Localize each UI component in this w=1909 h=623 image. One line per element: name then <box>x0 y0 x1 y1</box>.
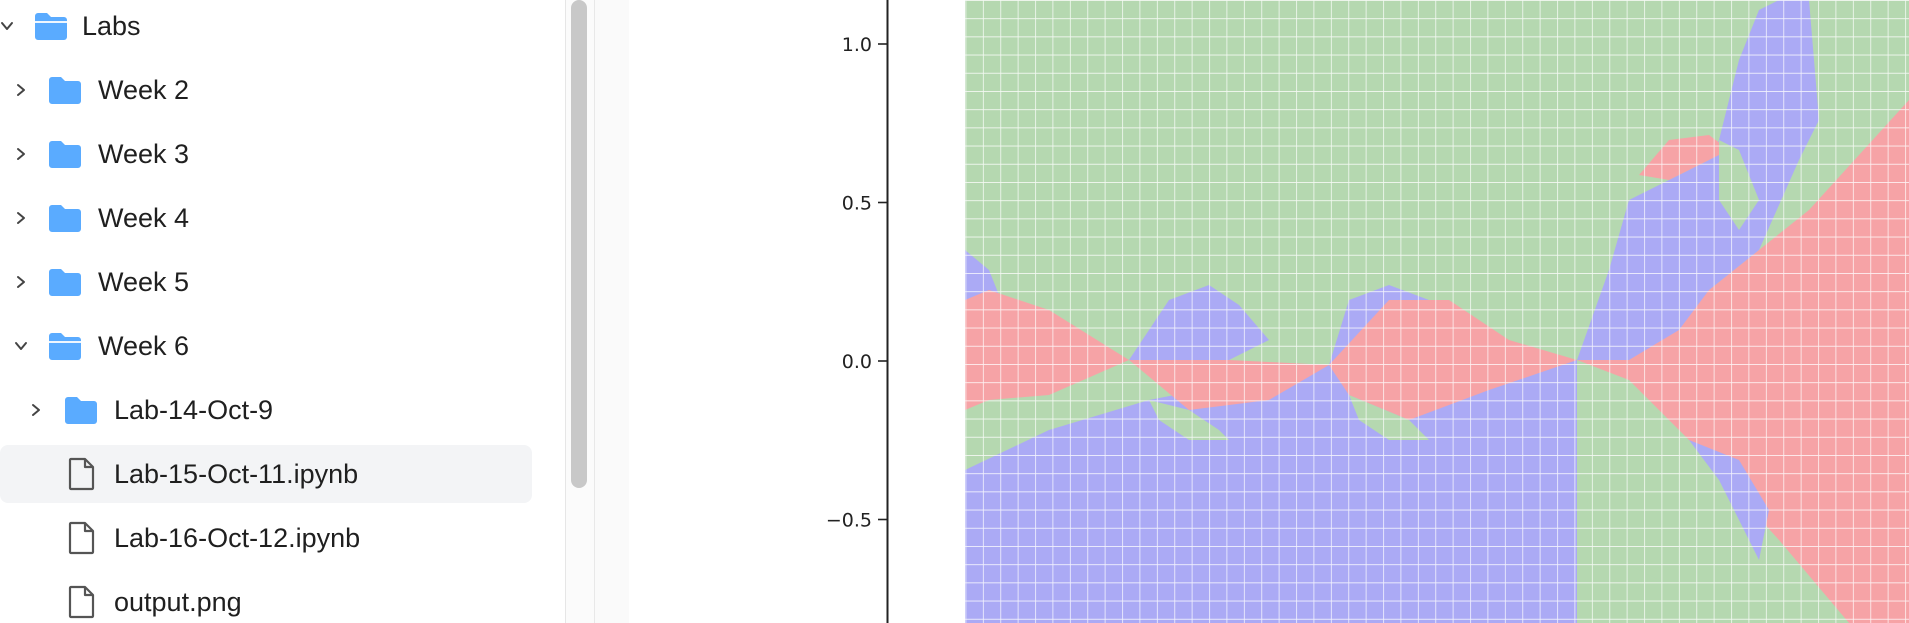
chevron-down-icon[interactable] <box>10 335 32 357</box>
y-tick-label: −0.5 <box>826 510 872 532</box>
chevron-right-icon[interactable] <box>10 207 32 229</box>
y-tick-label: 1.0 <box>842 34 872 56</box>
folder-item[interactable]: Week 2 <box>0 61 560 119</box>
sidebar-scrollbar-thumb[interactable] <box>571 0 587 488</box>
folder-icon <box>64 395 98 425</box>
file-icon <box>68 585 96 619</box>
chevron-right-icon[interactable] <box>10 143 32 165</box>
folder-item[interactable]: Labs <box>0 0 560 55</box>
file-item[interactable]: Lab-15-Oct-11.ipynb <box>0 445 532 503</box>
folder-item[interactable]: Week 3 <box>0 125 560 183</box>
y-tick-label: 0.5 <box>842 193 872 215</box>
file-icon <box>68 521 96 555</box>
folder-item[interactable]: Week 5 <box>0 253 560 311</box>
folder-item[interactable]: Week 6 <box>0 317 560 375</box>
item-label: Lab-14-Oct-9 <box>114 394 274 425</box>
item-label: Lab-16-Oct-12.ipynb <box>114 522 361 553</box>
folder-icon <box>48 139 82 169</box>
chevron-right-icon[interactable] <box>10 271 32 293</box>
panel-divider[interactable] <box>594 0 630 623</box>
item-label: Week 4 <box>98 202 190 233</box>
file-item[interactable]: output.png <box>0 573 560 623</box>
folder-item[interactable]: Lab-14-Oct-9 <box>0 381 560 439</box>
y-tick-label: 0.0 <box>842 351 872 373</box>
file-icon <box>68 457 96 491</box>
chevron-right-icon[interactable] <box>10 79 32 101</box>
item-label: Lab-15-Oct-11.ipynb <box>114 458 359 489</box>
folder-icon <box>48 203 82 233</box>
plot-output: 1.0 0.5 0.0 −0.5 <box>629 0 1909 623</box>
item-label: Week 5 <box>98 266 190 297</box>
file-browser: Labs Week 2 Week 3 Week 4 Week 5 Week 6 Lab-14… <box>0 0 567 623</box>
folder-icon <box>48 331 82 361</box>
folder-icon <box>34 11 68 41</box>
folder-item[interactable]: Week 4 <box>0 189 560 247</box>
folder-icon <box>48 75 82 105</box>
item-label: Labs <box>82 10 141 41</box>
chevron-right-icon[interactable] <box>25 399 47 421</box>
basins-plot: 1.0 0.5 0.0 −0.5 <box>826 0 1909 623</box>
item-label: Week 6 <box>98 330 190 361</box>
folder-icon <box>48 267 82 297</box>
item-label: output.png <box>114 586 242 617</box>
chevron-down-icon[interactable] <box>0 15 18 37</box>
file-item[interactable]: Lab-16-Oct-12.ipynb <box>0 509 560 567</box>
item-label: Week 2 <box>98 74 190 105</box>
item-label: Week 3 <box>98 138 190 169</box>
